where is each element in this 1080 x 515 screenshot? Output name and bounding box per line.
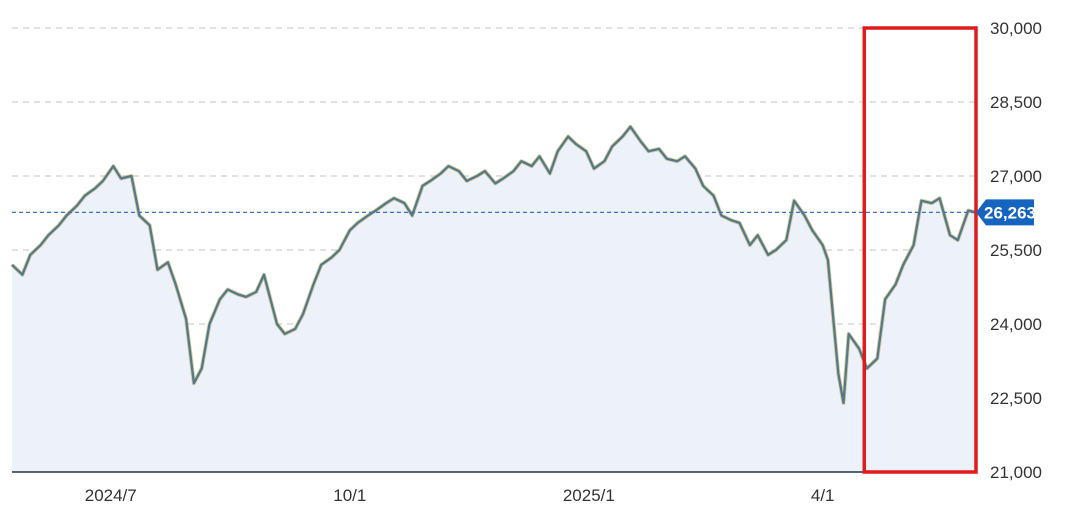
y-axis-tick-labels: 30,000 28,500 27,000 25,500 24,000 22,500 21,0…: [990, 19, 1042, 482]
highlight-box: [862, 26, 978, 474]
x-tick-label-0: 2024/7: [85, 486, 137, 505]
y-tick-label-21000: 21,000: [990, 463, 1042, 482]
x-tick-label-2: 2025/1: [563, 486, 615, 505]
y-tick-label-22500: 22,500: [990, 389, 1042, 408]
last-value-label: 26,263: [984, 203, 1036, 222]
last-value-badge-layer: 26,263: [976, 199, 1036, 226]
area-fill-layer: [12, 126, 976, 472]
y-tick-label-25500: 25,500: [990, 241, 1042, 260]
x-tick-label-1: 10/1: [333, 486, 366, 505]
y-tick-label-28500: 28,500: [990, 93, 1042, 112]
highlight-layer: [862, 26, 978, 474]
y-tick-label-27000: 27,000: [990, 167, 1042, 186]
x-axis-tick-labels: 2024/7 10/1 2025/1 4/1: [85, 486, 835, 505]
series-line-layer: [10, 124, 977, 405]
y-tick-label-30000: 30,000: [990, 19, 1042, 38]
last-value-badge: [976, 199, 1034, 226]
series-line: [11, 125, 977, 405]
y-tick-label-24000: 24,000: [990, 315, 1042, 334]
x-tick-label-3: 4/1: [811, 486, 835, 505]
series-area-fill: [12, 126, 976, 472]
